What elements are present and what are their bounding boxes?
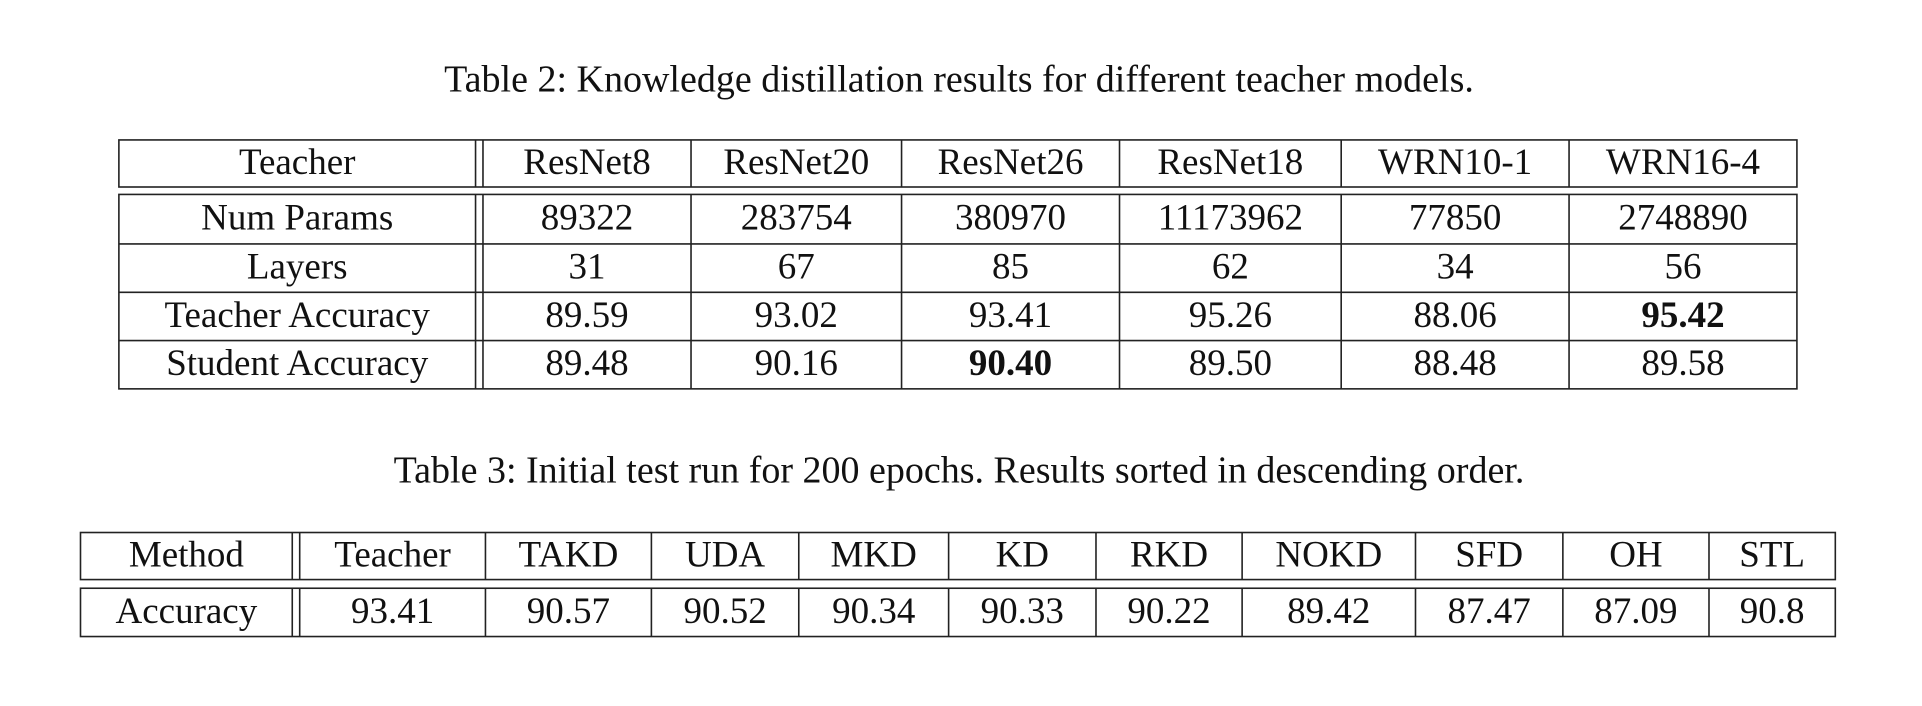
header-cell: WRN16-4	[1606, 142, 1760, 183]
header-cell: MKD	[831, 535, 917, 576]
table-cell: 87.09	[1594, 591, 1677, 632]
header-cell: RKD	[1130, 535, 1208, 576]
table-cell: 87.47	[1448, 591, 1531, 632]
table-cell: Accuracy	[116, 591, 258, 632]
header-cell: ResNet8	[523, 142, 650, 183]
table-border	[79, 531, 1837, 581]
header-cell: ResNet20	[723, 142, 869, 183]
table-cell: 93.41	[351, 591, 434, 632]
header-cell: OH	[1609, 535, 1662, 576]
table-border	[118, 139, 1798, 188]
header-cell: Method	[129, 535, 245, 576]
table-cell: 89.42	[1287, 591, 1370, 632]
table-cell: 85	[992, 247, 1029, 288]
table-cell: 88.06	[1413, 295, 1496, 336]
table-cell: 34	[1437, 247, 1474, 288]
table-cell: 89.59	[545, 295, 628, 336]
table-cell: 90.40	[969, 343, 1052, 384]
table-cell: Num Params	[201, 198, 393, 239]
header-cell: STL	[1739, 535, 1805, 576]
table-cell: 56	[1664, 247, 1701, 288]
header-cell: KD	[996, 535, 1049, 576]
table-cell: 31	[569, 247, 606, 288]
table-cell: 93.41	[969, 295, 1052, 336]
table-cell: 89.50	[1189, 343, 1272, 384]
table-cell: 93.02	[755, 295, 838, 336]
table-cell: 90.57	[527, 591, 610, 632]
table-cell: 11173962	[1158, 198, 1303, 239]
table-caption: Table 2: Knowledge distillation results …	[444, 59, 1474, 101]
table-border	[79, 587, 1837, 638]
table-cell: 90.33	[981, 591, 1064, 632]
header-cell: NOKD	[1275, 535, 1382, 576]
header-cell: TAKD	[519, 535, 619, 576]
table-cell: 62	[1212, 247, 1249, 288]
table-cell: 89.58	[1641, 343, 1724, 384]
table-cell: 95.26	[1189, 295, 1272, 336]
table-cell: 89322	[541, 198, 634, 239]
table-cell: 95.42	[1641, 295, 1724, 336]
header-cell: ResNet18	[1157, 142, 1303, 183]
table-cell: Layers	[247, 247, 348, 288]
table-cell: 90.22	[1127, 591, 1210, 632]
header-cell: ResNet26	[938, 142, 1084, 183]
table-cell: 2748890	[1618, 198, 1748, 239]
table-cell: 90.52	[683, 591, 766, 632]
table-caption: Table 3: Initial test run for 200 epochs…	[394, 450, 1525, 492]
table-cell: 89.48	[545, 343, 628, 384]
table-cell: 283754	[741, 198, 852, 239]
header-cell: Teacher	[334, 535, 451, 576]
table-cell: 67	[778, 247, 815, 288]
table-cell: Student Accuracy	[166, 343, 428, 384]
header-cell: SFD	[1455, 535, 1523, 576]
table-cell: 90.34	[832, 591, 915, 632]
table-cell: 77850	[1409, 198, 1502, 239]
table-cell: 90.8	[1740, 591, 1805, 632]
table-cell: 380970	[955, 198, 1066, 239]
table-cell: 88.48	[1413, 343, 1496, 384]
table-cell: Teacher Accuracy	[164, 295, 430, 336]
header-cell: UDA	[685, 535, 765, 576]
header-cell: Teacher	[239, 142, 356, 183]
table-cell: 90.16	[755, 343, 838, 384]
header-cell: WRN10-1	[1378, 142, 1532, 183]
